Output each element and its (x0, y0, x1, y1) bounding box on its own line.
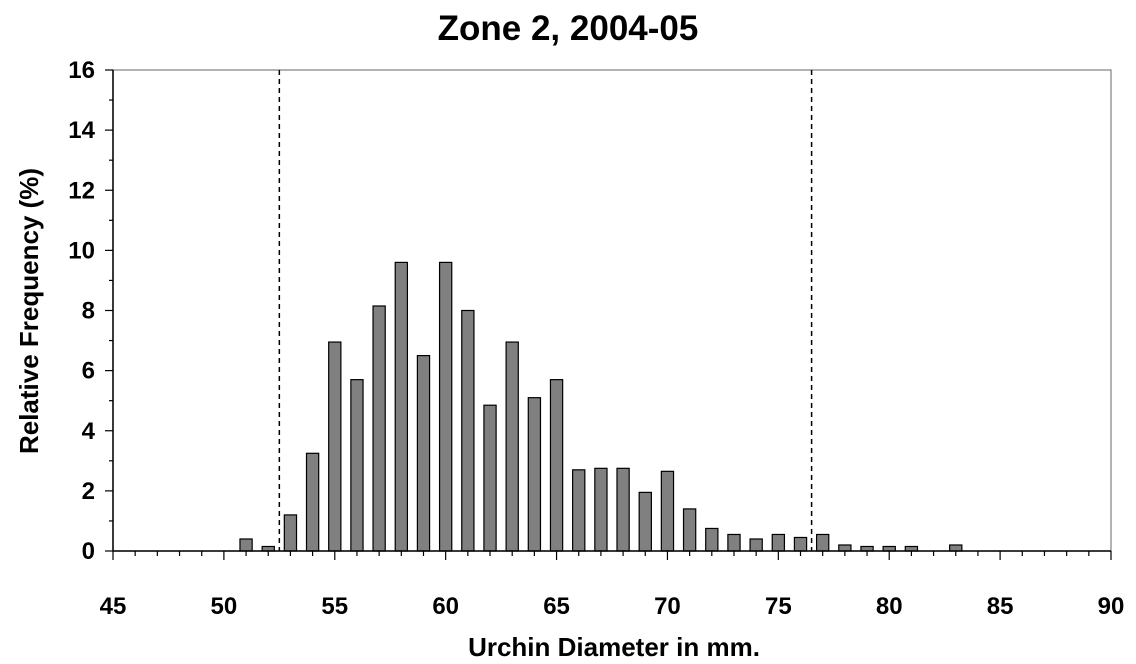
bar (416, 354, 431, 552)
bar (549, 379, 564, 552)
y-tick-label: 16 (68, 57, 95, 84)
bar (727, 533, 741, 552)
bar (505, 341, 519, 552)
axes (105, 69, 1112, 560)
bar (838, 544, 852, 552)
bar (949, 544, 963, 552)
y-tick-label: 10 (68, 237, 95, 264)
bar (372, 305, 386, 552)
bar (438, 261, 453, 552)
x-tick-label: 80 (876, 593, 903, 620)
chart-title: Zone 2, 2004-05 (438, 9, 699, 48)
y-tick-label: 14 (68, 117, 95, 144)
bar (771, 533, 786, 552)
y-tick-label: 6 (82, 358, 95, 385)
x-tick-label: 70 (654, 593, 681, 620)
bar (328, 341, 342, 552)
bar (682, 508, 697, 552)
bar (660, 470, 675, 552)
bar (305, 452, 320, 552)
bar (815, 533, 830, 552)
x-tick-label: 90 (1098, 593, 1125, 620)
x-tick-label: 50 (211, 593, 238, 620)
bar (350, 379, 364, 552)
bar (616, 467, 630, 552)
bar (394, 261, 409, 552)
y-tick-label: 2 (82, 478, 95, 505)
reference-lines (278, 70, 813, 551)
bar (749, 538, 763, 552)
bar (239, 538, 253, 552)
bars (239, 261, 963, 552)
x-tick-label: 60 (432, 593, 459, 620)
x-tick-label: 75 (765, 593, 792, 620)
bar (793, 536, 808, 552)
x-tick-label: 65 (543, 593, 570, 620)
y-axis-label: Relative Frequency (%) (14, 168, 44, 454)
bar (572, 469, 586, 552)
y-tick-label: 12 (68, 177, 95, 204)
y-tick-labels: 0 2 4 6 8 10 12 14 16 (68, 57, 95, 565)
y-tick-label: 0 (82, 538, 95, 565)
bar (638, 491, 652, 552)
x-tick-label: 55 (321, 593, 348, 620)
y-tick-label: 8 (82, 298, 95, 325)
x-tick-label: 85 (987, 593, 1014, 620)
bar (483, 404, 497, 552)
bar (461, 309, 475, 552)
bar (594, 467, 608, 552)
x-tick-labels: 45 50 55 60 65 70 75 80 85 90 (100, 593, 1125, 620)
bar (705, 527, 719, 552)
y-tick-label: 4 (82, 418, 96, 445)
x-tick-label: 45 (100, 593, 127, 620)
plot-frame (112, 69, 1112, 552)
bar (283, 514, 298, 552)
bar (527, 397, 542, 552)
x-axis-label: Urchin Diameter in mm. (468, 632, 760, 662)
